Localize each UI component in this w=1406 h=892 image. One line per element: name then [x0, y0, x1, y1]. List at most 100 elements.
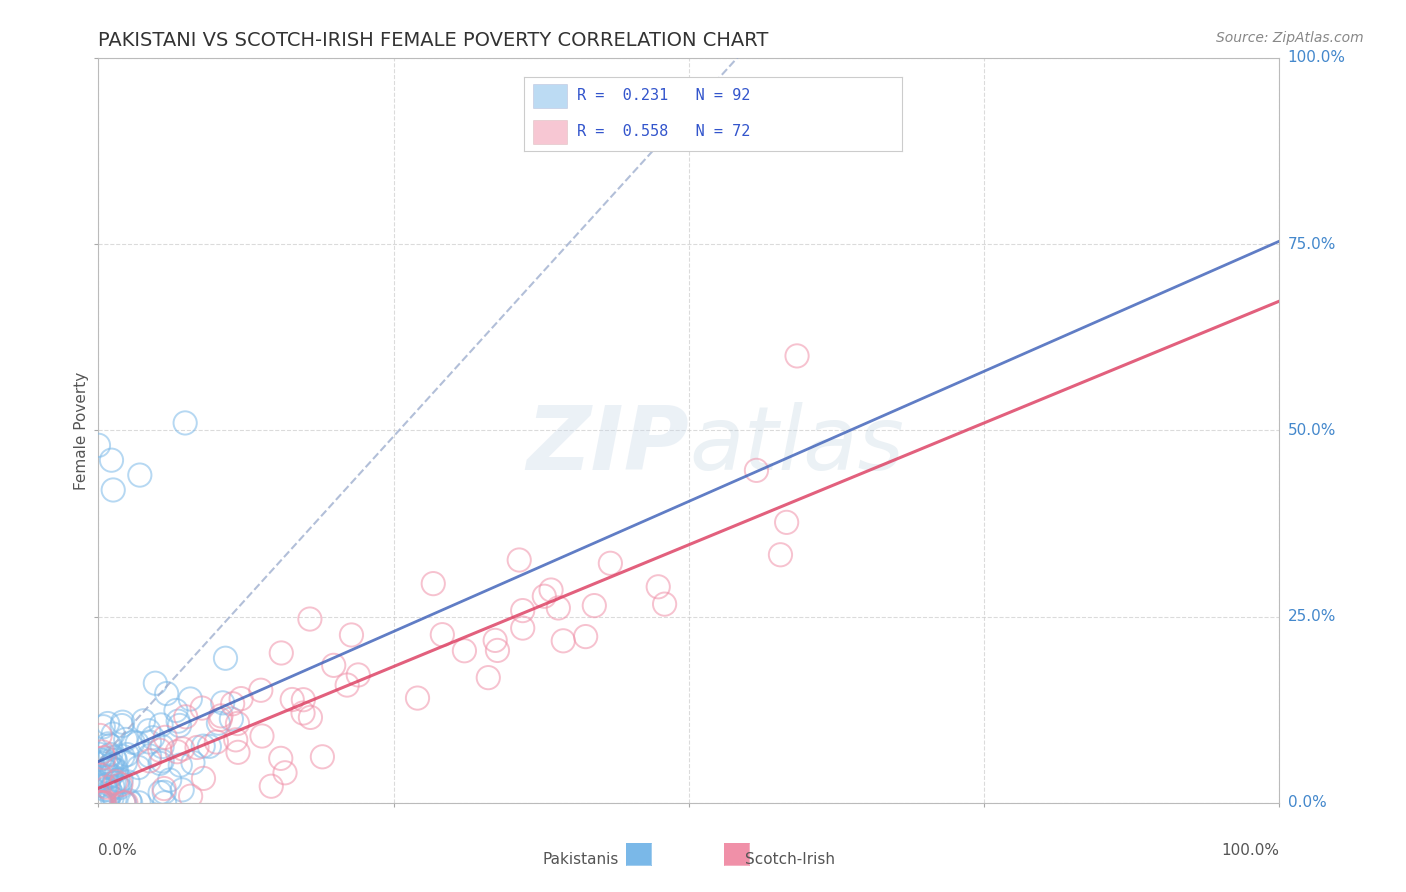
Point	[142, 731, 165, 745]
Text: Scotch-Irish: Scotch-Irish	[745, 852, 835, 867]
Point	[94, 770, 117, 784]
Point	[654, 597, 676, 611]
Point	[156, 686, 179, 700]
Point	[153, 796, 176, 810]
Point	[533, 589, 555, 603]
Point	[101, 757, 124, 772]
Point	[155, 731, 177, 745]
Text: atlas: atlas	[689, 402, 904, 488]
Point	[93, 790, 115, 805]
Point	[179, 692, 201, 706]
Point	[322, 658, 344, 673]
Point	[115, 747, 138, 762]
Point	[647, 580, 669, 594]
Point	[260, 779, 283, 793]
Point	[89, 796, 111, 810]
Point	[122, 735, 145, 749]
Point	[553, 633, 575, 648]
Point	[93, 796, 115, 810]
Point	[167, 714, 190, 729]
Point	[115, 796, 138, 810]
Point	[165, 704, 187, 718]
Text: PAKISTANI VS SCOTCH-IRISH FEMALE POVERTY CORRELATION CHART: PAKISTANI VS SCOTCH-IRISH FEMALE POVERTY…	[98, 31, 769, 50]
Text: 0.0%: 0.0%	[98, 843, 138, 858]
Point	[143, 676, 166, 690]
Point	[484, 633, 506, 648]
Point	[229, 691, 252, 706]
Point	[769, 548, 792, 562]
Text: 0.0%: 0.0%	[1288, 796, 1326, 810]
Point	[205, 735, 228, 749]
Point	[281, 692, 304, 706]
Point	[599, 556, 621, 570]
Point	[112, 796, 135, 810]
Point	[104, 792, 127, 806]
Point	[89, 796, 111, 810]
Point	[111, 715, 134, 730]
Point	[138, 754, 160, 768]
Text: 100.0%: 100.0%	[1222, 843, 1279, 858]
Point	[406, 691, 429, 706]
Point	[89, 790, 111, 805]
Text: ZIP: ZIP	[526, 401, 689, 489]
Point	[270, 646, 292, 660]
Point	[226, 745, 249, 759]
Point	[118, 794, 141, 808]
Point	[169, 718, 191, 732]
Point	[209, 713, 232, 727]
Point	[96, 755, 118, 769]
Point	[112, 796, 135, 810]
Point	[172, 742, 194, 756]
Point	[117, 775, 139, 789]
Point	[93, 750, 115, 764]
Point	[340, 628, 363, 642]
Point	[132, 714, 155, 728]
Point	[100, 747, 122, 762]
Point	[250, 729, 273, 743]
Point	[93, 796, 115, 810]
Point	[311, 749, 333, 764]
Point	[512, 604, 534, 618]
Point	[103, 776, 125, 790]
Text: 25.0%: 25.0%	[1288, 609, 1336, 624]
Point	[91, 745, 114, 759]
Point	[128, 468, 150, 483]
Point	[87, 438, 110, 452]
Point	[221, 712, 243, 726]
Point	[150, 739, 173, 754]
Y-axis label: Female Poverty: Female Poverty	[73, 371, 89, 490]
Text: Source: ZipAtlas.com: Source: ZipAtlas.com	[1216, 31, 1364, 45]
Point	[193, 772, 215, 786]
Point	[299, 710, 322, 724]
Point	[97, 716, 120, 731]
Text: 75.0%: 75.0%	[1288, 236, 1336, 252]
Point	[547, 601, 569, 615]
Point	[91, 796, 114, 810]
Point	[111, 749, 134, 764]
Point	[583, 599, 606, 613]
Point	[97, 737, 120, 751]
Point	[104, 753, 127, 767]
Point	[98, 770, 121, 784]
Point	[149, 743, 172, 757]
Point	[270, 751, 292, 765]
Point	[149, 786, 172, 800]
Point	[89, 794, 111, 808]
Point	[89, 778, 111, 792]
Point	[111, 718, 134, 732]
Point	[97, 752, 120, 766]
Point	[100, 786, 122, 800]
Point	[292, 692, 315, 706]
Point	[128, 760, 150, 774]
Text: Pakistanis: Pakistanis	[543, 852, 619, 867]
Point	[486, 643, 509, 657]
Point	[100, 453, 122, 467]
Point	[166, 745, 188, 759]
Point	[114, 796, 136, 810]
Point	[138, 748, 160, 763]
Point	[211, 696, 233, 710]
Point	[94, 779, 117, 793]
Point	[93, 796, 115, 810]
Text: 50.0%: 50.0%	[1288, 423, 1336, 438]
Point	[540, 582, 562, 597]
